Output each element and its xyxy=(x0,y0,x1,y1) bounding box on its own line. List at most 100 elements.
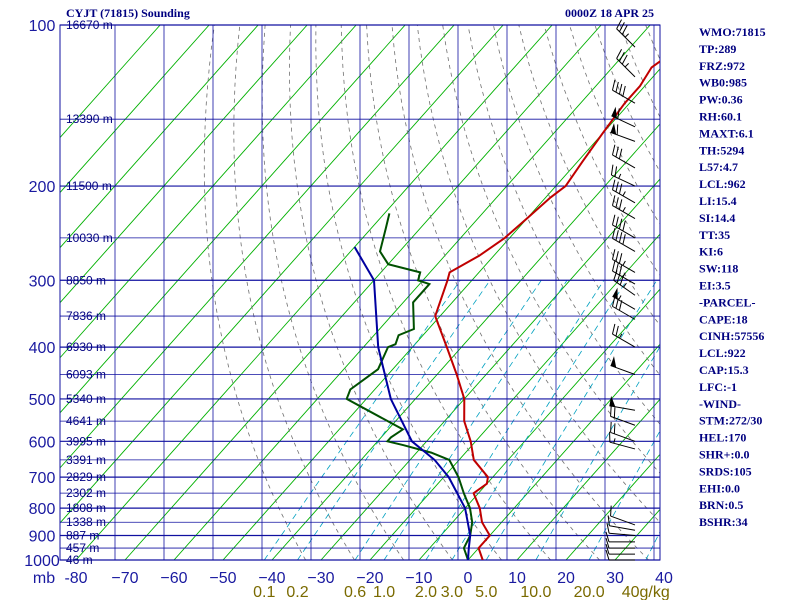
stat-line: CAPE:18 xyxy=(699,312,748,326)
isotherm-line xyxy=(60,25,259,249)
wind-barb xyxy=(612,287,636,310)
isotherm-line xyxy=(565,453,660,560)
barb-staff xyxy=(612,224,636,239)
mixing-ratio-line xyxy=(297,280,491,560)
barb-full xyxy=(617,108,620,119)
wind-barb xyxy=(610,405,636,426)
stat-line: KI:6 xyxy=(699,245,723,259)
barb-full xyxy=(616,49,623,59)
dry-adiabat-line xyxy=(543,25,660,277)
barb-full xyxy=(618,300,623,311)
stat-line: L57:4.7 xyxy=(699,160,738,174)
height-label: 13390 m xyxy=(66,112,113,126)
barb-staff xyxy=(609,532,636,537)
stat-line: HEL:170 xyxy=(699,431,746,445)
barb-full xyxy=(611,260,616,272)
parcel-trace xyxy=(353,246,472,560)
barb-staff xyxy=(610,515,636,526)
stat-line: SRDS:105 xyxy=(699,464,752,478)
height-label: 1338 m xyxy=(66,515,106,529)
barb-pennant xyxy=(612,287,618,300)
barb-half xyxy=(624,63,629,68)
barb-staff xyxy=(613,279,636,296)
barb-full xyxy=(611,228,616,239)
wind-barb xyxy=(609,395,636,411)
barb-staff xyxy=(609,405,636,411)
barb-full xyxy=(619,22,625,32)
temperature-tick-label: −40 xyxy=(258,570,285,587)
mixing-ratio-tick-label: 1.0 xyxy=(373,584,395,600)
isotherm-line xyxy=(173,25,651,560)
barb-half xyxy=(618,173,622,179)
barb-full xyxy=(616,19,623,29)
wind-barb xyxy=(611,249,636,273)
stat-line: LCL:922 xyxy=(699,346,746,360)
wind-barb xyxy=(611,228,636,252)
isotherm-line xyxy=(60,25,308,304)
height-label: 4641 m xyxy=(66,414,106,428)
pressure-tick-label: 900 xyxy=(29,529,56,546)
barb-pennant xyxy=(610,356,617,368)
wind-barb xyxy=(611,195,636,219)
height-label: 11500 m xyxy=(66,179,112,193)
wind-barb xyxy=(610,505,636,526)
height-label: 2302 m xyxy=(66,486,106,500)
dry-adiabat-line xyxy=(518,25,660,327)
temperature-tick-label: 20 xyxy=(557,570,575,587)
isotherm-line xyxy=(271,123,660,560)
barb-staff xyxy=(612,305,636,320)
x-axis-corner-label: mb xyxy=(33,570,55,587)
dry-adiabat-line xyxy=(391,25,649,560)
pressure-tick-label: 100 xyxy=(29,18,56,35)
barb-pennant xyxy=(609,395,616,407)
barb-full xyxy=(605,537,610,549)
stat-line: SW:118 xyxy=(699,262,738,276)
height-label: 6093 m xyxy=(66,367,106,381)
wind-barb xyxy=(616,19,636,48)
isotherm-line xyxy=(516,398,660,560)
pressure-tick-label: 1000 xyxy=(24,553,60,570)
barb-full xyxy=(610,505,612,517)
temperature-tick-label: −50 xyxy=(209,570,236,587)
wind-barb xyxy=(616,49,636,78)
height-label: 10030 m xyxy=(66,231,113,245)
barb-full xyxy=(611,214,616,226)
barb-pennant xyxy=(611,106,617,119)
barb-staff xyxy=(616,28,636,48)
stat-line: EHI:0.0 xyxy=(699,481,740,495)
barb-full xyxy=(611,296,616,307)
barb-full xyxy=(615,197,619,208)
stat-line: LCL:962 xyxy=(699,177,746,191)
stat-line: BRN:0.5 xyxy=(699,498,743,512)
isotherm-line xyxy=(75,25,553,560)
barb-half xyxy=(618,295,622,301)
wind-barb xyxy=(611,214,636,239)
barb-staff xyxy=(612,238,636,252)
isotherm-line xyxy=(60,25,406,414)
mixing-ratio-tick-label: 0.6 xyxy=(344,584,366,600)
isotherm-line xyxy=(60,25,210,194)
mixing-ratio-tick-label: 3.0 xyxy=(441,584,463,600)
mixing-ratio-tick-label: 20.0 xyxy=(574,584,605,600)
barb-staff xyxy=(609,525,636,531)
height-label: 16670 m xyxy=(66,18,113,32)
barb-half xyxy=(622,260,626,266)
isotherm-line xyxy=(60,25,357,359)
barb-staff xyxy=(612,205,636,219)
stat-line: MAXT:6.1 xyxy=(699,126,754,140)
barb-staff xyxy=(616,58,636,78)
height-label: 46 m xyxy=(66,553,93,567)
wind-barb xyxy=(611,144,636,169)
wind-barb xyxy=(605,537,635,549)
pressure-tick-label: 400 xyxy=(29,340,56,357)
barb-full xyxy=(618,148,623,160)
wind-barb xyxy=(610,164,636,187)
isotherm-line xyxy=(60,25,455,469)
mixing-ratio-line xyxy=(425,280,605,560)
barb-full xyxy=(618,253,623,264)
sounding-time: 0000Z 18 APR 25 xyxy=(565,6,654,20)
height-label: 2829 m xyxy=(66,470,106,484)
height-label: 887 m xyxy=(66,529,99,543)
stat-line: -PARCEL- xyxy=(699,295,755,309)
barb-full xyxy=(618,199,623,210)
